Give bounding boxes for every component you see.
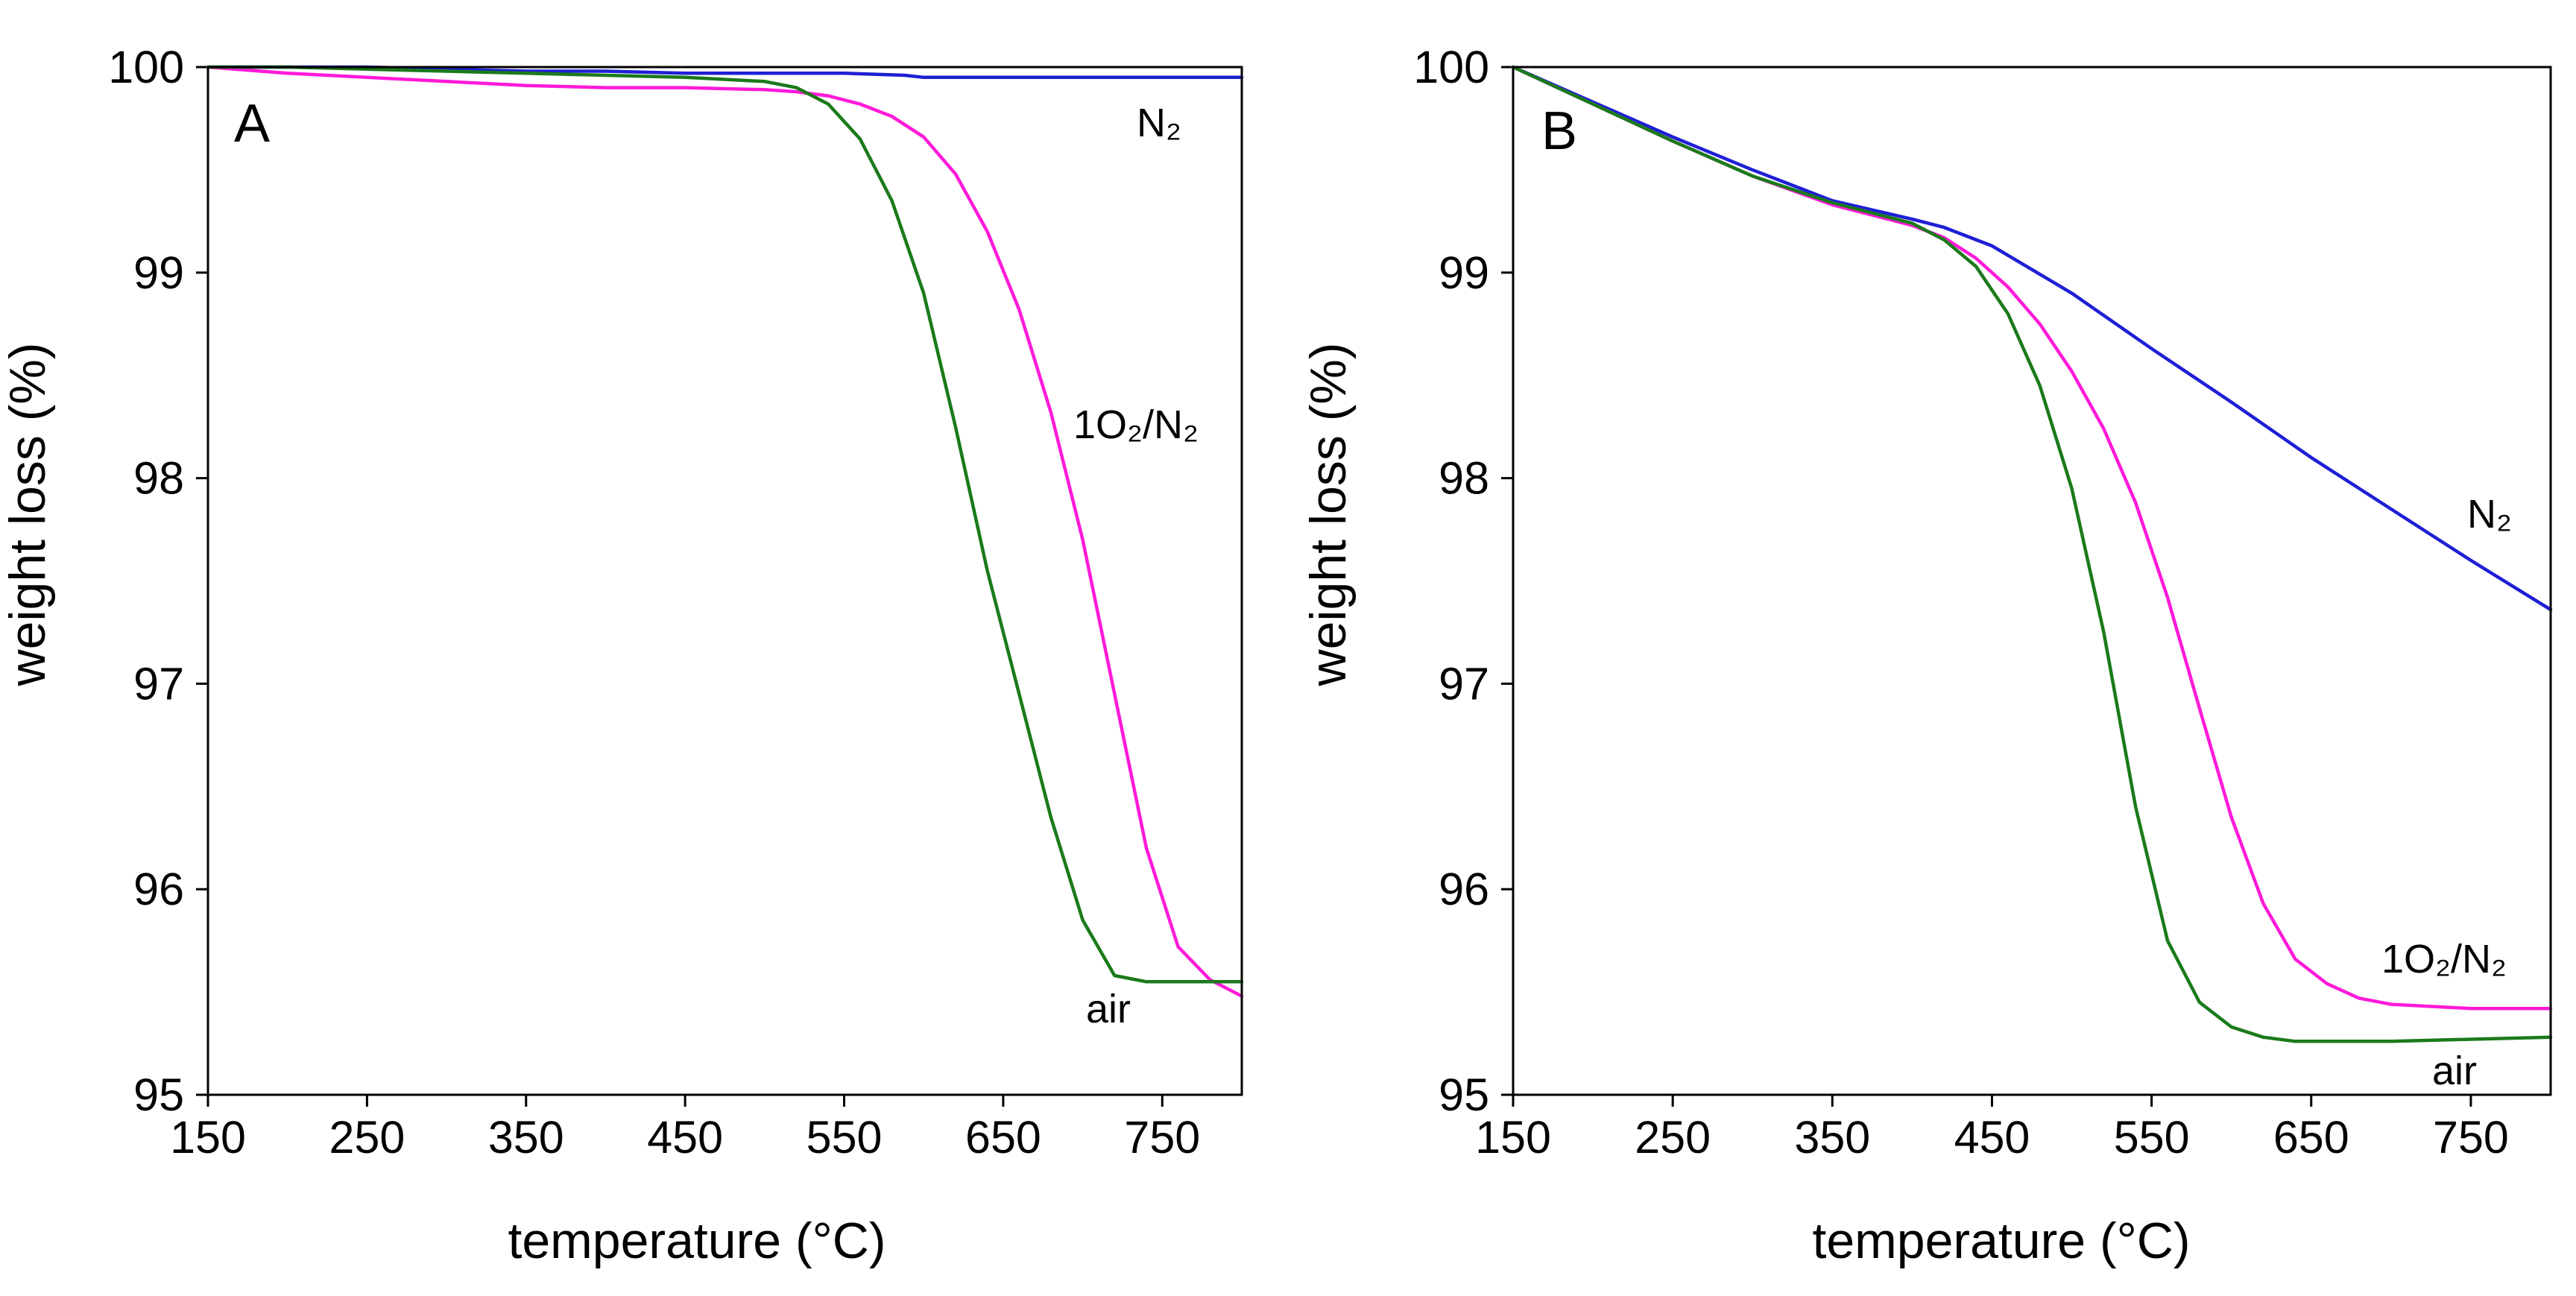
panel-b-series-air-line	[1511, 65, 2553, 1043]
panel-a-xtick-label: 150	[170, 1112, 246, 1163]
panel-a-xtick-label: 550	[806, 1112, 883, 1163]
panel-b-xtick-label: 650	[2273, 1112, 2349, 1163]
panel-a-ytick-label: 100	[108, 42, 184, 92]
panel-b-ytick-label: 99	[1439, 247, 1489, 298]
panel-b-ticks: 150 250 350 450 550 650 750 95 96 97 98 99 100	[1413, 42, 2509, 1163]
panel-a-ytick-label: 96	[133, 864, 184, 914]
panel-a-1o2n2-label: 1O₂/N₂	[1073, 402, 1199, 447]
panel-a-ytick-label: 97	[133, 658, 184, 709]
panel-b-xtick-label: 150	[1475, 1112, 1551, 1163]
panel-b-xlabel: temperature (°C)	[1812, 1213, 2190, 1269]
panel-a-xtick-label: 350	[488, 1112, 564, 1163]
panel-b-ytick-label: 100	[1413, 42, 1489, 92]
panel-a-ylabel: weight loss (%)	[0, 342, 56, 686]
panel-a-series-1o2n2-line	[206, 65, 1244, 998]
panel-b-ytick-label: 96	[1439, 864, 1489, 914]
panel-b-air-label: air	[2432, 1049, 2477, 1093]
panel-a-air-label: air	[1086, 987, 1131, 1031]
panel-b-xtick-label: 450	[1954, 1112, 2030, 1163]
panel-b-ylabel: weight loss (%)	[1300, 342, 1357, 686]
panel-a-xtick-label: 250	[329, 1112, 405, 1163]
panel-b-series	[1511, 65, 2553, 1043]
panel-a-ytick-label: 99	[133, 247, 184, 298]
panel-b-series-1o2n2-line	[1511, 65, 2553, 1011]
panel-a-xtick-label: 750	[1124, 1112, 1200, 1163]
panel-a-letter: A	[234, 94, 270, 154]
panel-b-series-n2-line	[1511, 65, 2553, 612]
panel-b-ytick-label: 97	[1439, 658, 1489, 709]
panel-a-ytick-label: 95	[133, 1069, 184, 1120]
panel-a-ticks: 150 250 350 450 550 650 750 95 96 97 98 99 100	[108, 42, 1200, 1163]
panel-b-xtick-label: 750	[2433, 1112, 2509, 1163]
panel-a-series	[206, 65, 1244, 998]
panel-b: weight loss (%) temperature (°C) 150 250 3…	[1300, 42, 2553, 1269]
panel-b-ytick-label: 95	[1439, 1069, 1489, 1120]
panel-b-1o2n2-label: 1O₂/N₂	[2381, 937, 2507, 982]
panel-b-xtick-label: 550	[2114, 1112, 2190, 1163]
panel-a-xlabel: temperature (°C)	[508, 1213, 886, 1269]
panel-b-n2-label: N₂	[2467, 492, 2512, 537]
panel-a-ytick-label: 98	[133, 453, 184, 504]
panel-a: weight loss (%) temperature (°C) 150 250 3…	[0, 42, 1244, 1269]
panel-b-xtick-label: 350	[1794, 1112, 1870, 1163]
panel-b-ytick-label: 98	[1439, 453, 1489, 504]
panel-a-frame	[206, 66, 1243, 1096]
panel-a-xtick-label: 650	[965, 1112, 1041, 1163]
panel-a-series-air-line	[206, 65, 1244, 984]
panel-a-xtick-label: 450	[647, 1112, 723, 1163]
panel-b-xtick-label: 250	[1635, 1112, 1711, 1163]
panel-a-n2-label: N₂	[1137, 101, 1181, 145]
panel-b-letter: B	[1541, 101, 1577, 161]
panel-b-frame	[1512, 66, 2552, 1096]
